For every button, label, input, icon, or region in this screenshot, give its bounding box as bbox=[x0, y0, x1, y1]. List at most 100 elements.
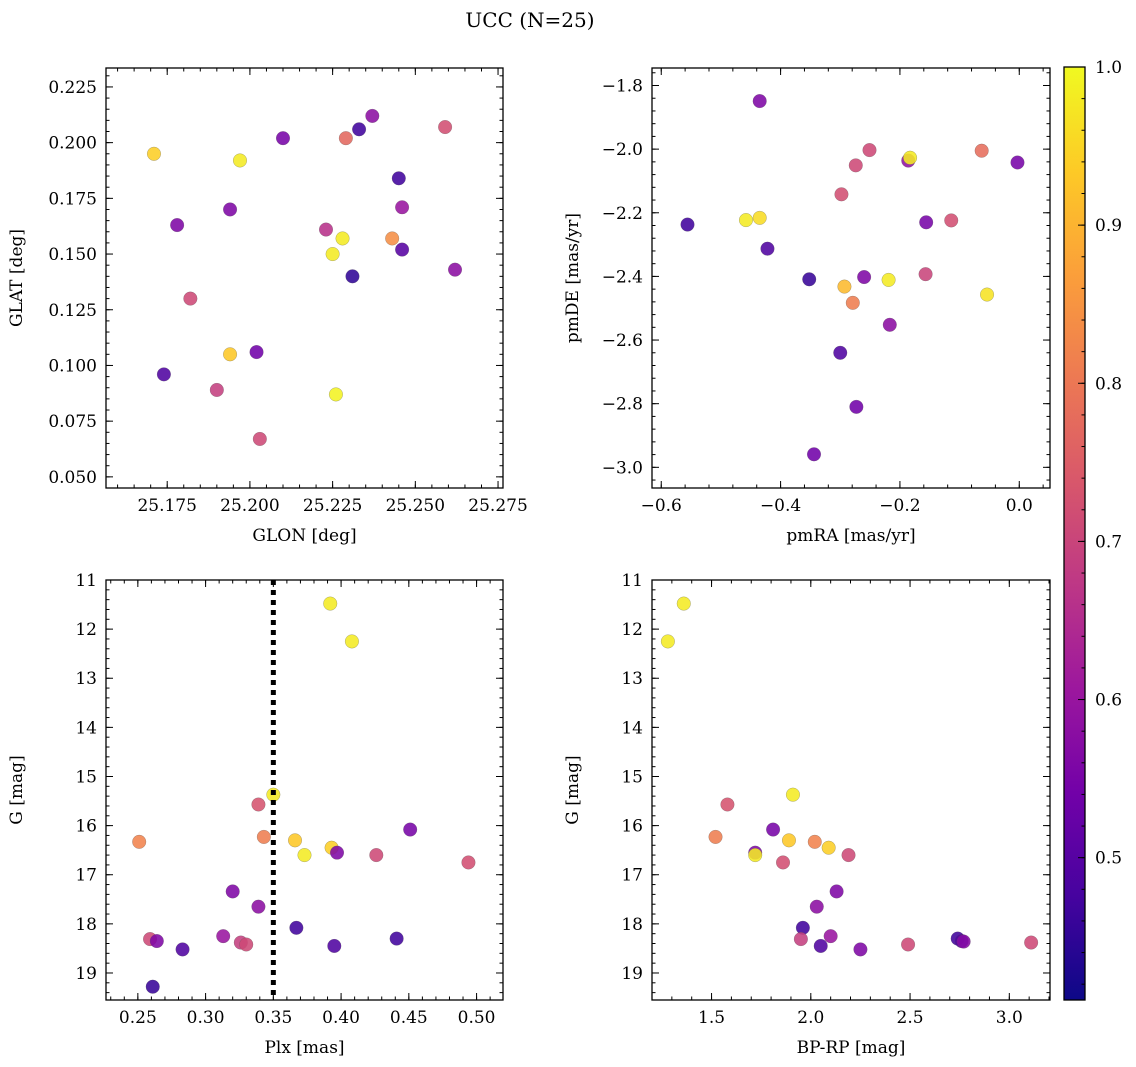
x-tick-label: 0.0 bbox=[1006, 496, 1033, 516]
axes-frame bbox=[651, 67, 1051, 489]
y-tick-label: 19 bbox=[621, 964, 643, 984]
scatter-point bbox=[708, 829, 723, 844]
scatter-point bbox=[766, 822, 781, 837]
colorbar-tick-label: 0.8 bbox=[1095, 374, 1122, 394]
scatter-point bbox=[919, 215, 934, 230]
scatter-point bbox=[289, 920, 304, 935]
scatter-point bbox=[841, 848, 856, 863]
y-axis-label: GLAT [deg] bbox=[7, 229, 27, 327]
x-tick-label: 2.5 bbox=[897, 1008, 924, 1028]
subplot-1: 25.175 25.200 25.225 25.250 25.275 0.050 0.075… bbox=[7, 67, 528, 546]
x-tick-label: 0.30 bbox=[187, 1008, 225, 1028]
scatter-point bbox=[821, 840, 836, 855]
x-tick-label: 25.275 bbox=[468, 496, 527, 516]
colorbar-tick-label: 0.9 bbox=[1095, 216, 1122, 236]
figure-title: UCC (N=25) bbox=[465, 8, 594, 32]
y-tick-label: 17 bbox=[75, 866, 97, 886]
scatter-point bbox=[146, 146, 161, 161]
y-tick-label: 18 bbox=[75, 915, 97, 935]
y-tick-label: 0.150 bbox=[48, 245, 97, 265]
scatter-point bbox=[903, 150, 918, 165]
scatter-point bbox=[918, 267, 933, 282]
scatter-point bbox=[395, 242, 410, 257]
x-tick-label: 25.225 bbox=[303, 496, 362, 516]
scatter-point bbox=[720, 797, 735, 812]
scatter-point bbox=[403, 822, 418, 837]
y-tick-label: 17 bbox=[621, 866, 643, 886]
y-tick-label: 15 bbox=[75, 767, 97, 787]
x-tick-label: 0.35 bbox=[254, 1008, 292, 1028]
x-axis-label: GLON [deg] bbox=[252, 526, 356, 546]
scatter-point bbox=[829, 884, 844, 899]
y-axis-label: G [mag] bbox=[563, 755, 583, 824]
y-tick-label: 16 bbox=[75, 817, 97, 837]
y-tick-label: 12 bbox=[621, 620, 643, 640]
y-tick-label: 0.050 bbox=[48, 468, 97, 488]
scatter-point bbox=[901, 937, 916, 952]
scatter-point bbox=[785, 787, 800, 802]
scatter-point bbox=[834, 187, 849, 202]
axis-ticks bbox=[651, 579, 1050, 1000]
colorbar: 0.5 0.6 0.7 0.8 0.9 1.0 bbox=[1063, 58, 1122, 1001]
scatter-point bbox=[461, 855, 476, 870]
scatter-point bbox=[385, 231, 400, 246]
scatter-point bbox=[680, 217, 695, 232]
x-axis-label: pmRA [mas/yr] bbox=[786, 526, 915, 546]
colorbar-frame bbox=[1063, 66, 1086, 1001]
scatter-point bbox=[223, 347, 238, 362]
scatter-point bbox=[809, 899, 824, 914]
y-tick-label: 12 bbox=[75, 620, 97, 640]
scatter-points bbox=[132, 596, 476, 994]
scatter-point bbox=[145, 979, 160, 994]
scatter-point bbox=[223, 202, 238, 217]
scatter-point bbox=[752, 94, 767, 109]
axes-frame bbox=[651, 579, 1051, 1001]
scatter-point bbox=[365, 108, 380, 123]
scatter-point bbox=[845, 295, 860, 310]
scatter-point bbox=[325, 247, 340, 262]
axis-ticks bbox=[652, 68, 1050, 488]
scatter-point bbox=[862, 143, 877, 158]
scatter-point bbox=[857, 270, 872, 285]
scatter-points bbox=[660, 596, 1039, 957]
y-tick-label: 14 bbox=[621, 718, 643, 738]
y-tick-label: 0.200 bbox=[48, 134, 97, 154]
x-tick-label: 0.25 bbox=[119, 1008, 157, 1028]
scatter-point bbox=[175, 942, 190, 957]
y-tick-label: 19 bbox=[75, 964, 97, 984]
axes-frame bbox=[105, 67, 504, 489]
scatter-point bbox=[1010, 155, 1025, 170]
scatter-point bbox=[848, 158, 863, 173]
scatter-point bbox=[319, 222, 334, 237]
scatter-point bbox=[183, 291, 198, 306]
scatter-points bbox=[680, 94, 1025, 462]
scatter-point bbox=[288, 833, 303, 848]
scatter-point bbox=[330, 845, 345, 860]
x-tick-label: 1.5 bbox=[698, 1008, 725, 1028]
y-axis-label: pmDE [mas/yr] bbox=[563, 213, 583, 343]
subplot-3: 0.25 0.30 0.35 0.40 0.45 0.50 11 12 13 14 15 16 17 18… bbox=[7, 571, 504, 1058]
y-tick-label: 0.225 bbox=[48, 78, 97, 98]
axes-frame bbox=[105, 579, 504, 1001]
scatter-point bbox=[807, 447, 822, 462]
x-tick-label: 2.0 bbox=[797, 1008, 824, 1028]
scatter-point bbox=[249, 345, 264, 360]
colorbar-gradient bbox=[1064, 67, 1085, 1000]
scatter-point bbox=[149, 934, 164, 949]
y-tick-label: 15 bbox=[621, 767, 643, 787]
y-tick-label: −2.2 bbox=[602, 204, 643, 224]
scatter-point bbox=[156, 367, 171, 382]
scatter-point bbox=[776, 855, 791, 870]
x-tick-label: 0.45 bbox=[390, 1008, 428, 1028]
scatter-point bbox=[752, 210, 767, 225]
scatter-point bbox=[807, 834, 822, 849]
scatter-point bbox=[352, 122, 367, 137]
x-axis-label: Plx [mas] bbox=[264, 1038, 344, 1058]
scatter-point bbox=[391, 171, 406, 186]
scatter-point bbox=[252, 431, 267, 446]
scatter-point bbox=[327, 938, 342, 953]
scatter-point bbox=[660, 634, 675, 649]
x-tick-label: 0.40 bbox=[322, 1008, 360, 1028]
scatter-point bbox=[438, 120, 453, 135]
